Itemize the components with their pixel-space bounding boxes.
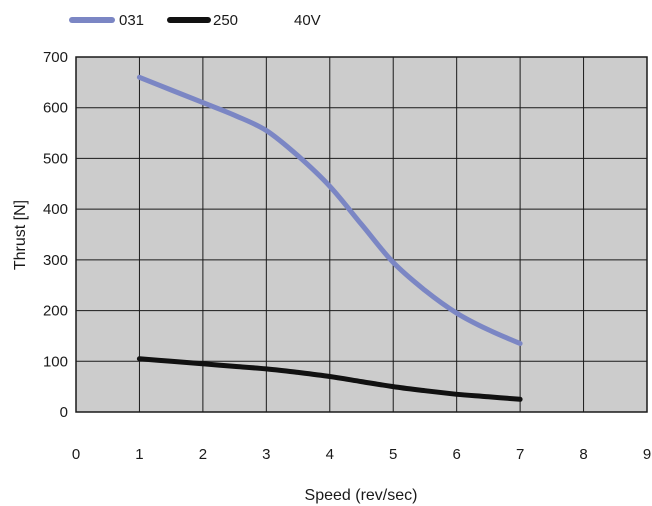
series-line-250: [136, 356, 523, 402]
x-tick-label: 0: [72, 446, 80, 463]
legend-label-250: 250: [213, 12, 238, 29]
x-tick-label: 7: [516, 446, 524, 463]
legend: 031 250 40V: [69, 12, 321, 29]
x-tick-label: 9: [643, 446, 651, 463]
y-tick-label: 300: [43, 252, 68, 269]
x-axis-title: Speed (rev/sec): [305, 487, 418, 504]
series-layer: [136, 74, 523, 402]
x-tick-label: 3: [262, 446, 270, 463]
y-tick-label: 100: [43, 353, 68, 370]
series-line-031: [136, 74, 523, 346]
y-tick-label: 500: [43, 150, 68, 167]
y-tick-label: 700: [43, 49, 68, 66]
y-tick-label: 200: [43, 303, 68, 320]
legend-label-031: 031: [119, 12, 144, 29]
y-axis-title: Thrust [N]: [12, 200, 29, 270]
y-axis-ticks: 0 100 200 300 400 500 600 700: [43, 49, 68, 421]
plot-area: [76, 57, 647, 412]
x-tick-label: 8: [579, 446, 587, 463]
plot-border: [75, 56, 648, 413]
legend-voltage-label: 40V: [294, 12, 321, 29]
x-tick-label: 5: [389, 446, 397, 463]
x-tick-label: 6: [452, 446, 460, 463]
y-tick-label: 600: [43, 100, 68, 117]
y-tick-label: 0: [60, 404, 68, 421]
x-axis-ticks: 0 1 2 3 4 5 6 7 8 9: [72, 446, 651, 463]
y-tick-label: 400: [43, 201, 68, 218]
x-tick-label: 4: [326, 446, 334, 463]
x-tick-label: 2: [199, 446, 207, 463]
x-tick-label: 1: [135, 446, 143, 463]
